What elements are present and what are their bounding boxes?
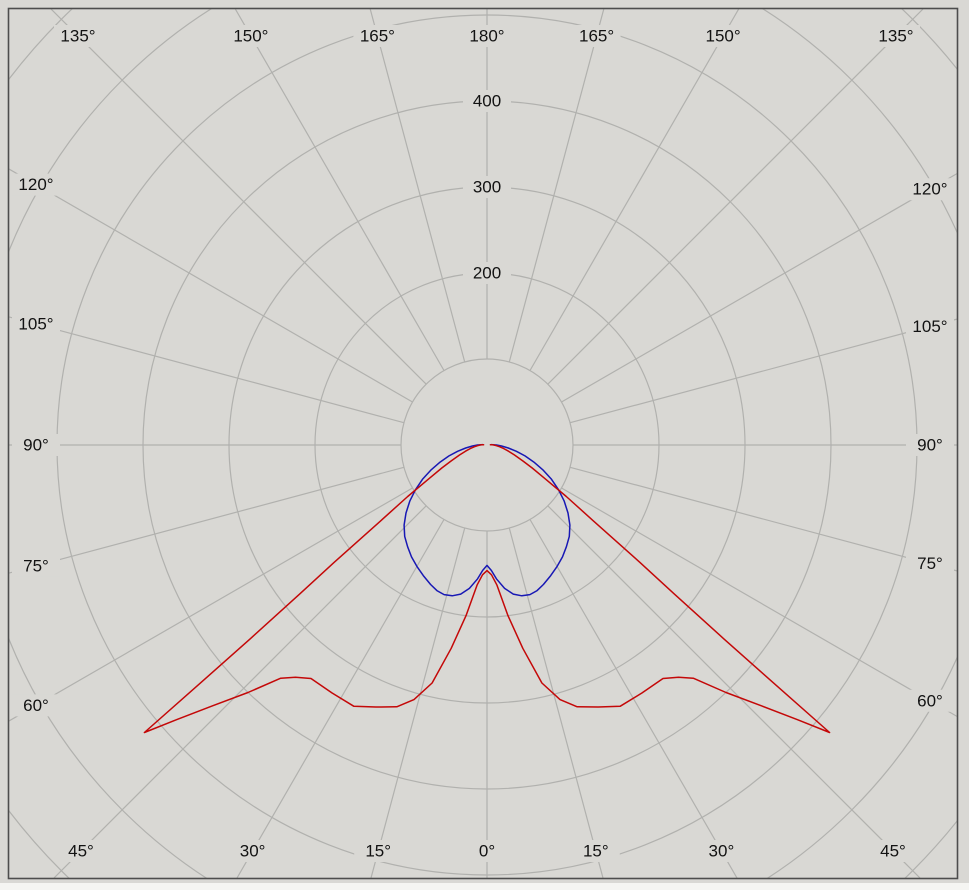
angle-label: 105° (18, 315, 53, 334)
angle-label: 0° (479, 842, 495, 861)
bottom-bevel (0, 883, 969, 890)
polar-grid-spoke (569, 318, 957, 424)
angle-label: 135° (60, 27, 95, 46)
angle-label-mask (12, 554, 60, 577)
angle-label: 75° (917, 554, 943, 573)
angle-label-mask (872, 25, 920, 47)
angle-label-mask (12, 173, 60, 196)
ring-label: 400 (473, 92, 501, 111)
polar-grid-spoke (547, 505, 921, 878)
angle-label: 45° (68, 842, 94, 861)
polar-grid-spoke (561, 173, 957, 403)
polar-grid-spoke (370, 527, 466, 878)
angle-label: 120° (912, 180, 947, 199)
angle-label-mask (463, 25, 511, 47)
angle-label-mask (12, 313, 60, 336)
angle-label-mask (906, 178, 954, 201)
polar-grid-spoke (547, 9, 924, 385)
angle-label-mask (699, 25, 748, 47)
polar-grid-spoke (9, 316, 405, 424)
angle-label: 150° (233, 27, 268, 46)
angle-label-mask (57, 840, 105, 862)
polar-grid-spoke (369, 9, 466, 363)
angle-label-mask (906, 552, 954, 575)
polar-grid-spoke (569, 466, 957, 572)
angle-label: 60° (917, 691, 943, 710)
polar-grid-spoke (561, 487, 957, 717)
angle-label: 90° (917, 436, 943, 455)
blue-curve (403, 443, 571, 597)
angle-label-mask (906, 434, 954, 456)
ring-label-mask (463, 90, 511, 112)
angle-label-mask (353, 25, 402, 47)
angle-label-mask (572, 25, 621, 47)
angle-label-mask (12, 694, 60, 717)
polar-grid-spoke (9, 168, 413, 403)
angle-label-mask (571, 840, 620, 862)
angle-label: 45° (880, 842, 906, 861)
angle-label: 15° (583, 842, 609, 861)
angle-label: 165° (579, 27, 614, 46)
red-curve (143, 443, 831, 734)
angle-label-mask (463, 840, 511, 862)
polar-grid-spoke (9, 466, 405, 574)
angle-label-mask (226, 25, 275, 47)
diagram-frame (7, 7, 959, 880)
angle-label: 15° (365, 842, 391, 861)
angle-label: 90° (23, 436, 49, 455)
angle-label-mask (697, 840, 746, 862)
angle-label-mask (12, 434, 60, 456)
angle-label: 105° (912, 317, 947, 336)
angle-label: 135° (878, 27, 913, 46)
angle-label-mask (906, 315, 954, 338)
polar-grid-spoke (53, 505, 427, 878)
polar-grid-spoke (234, 9, 445, 371)
angle-label: 165° (360, 27, 395, 46)
angle-label: 120° (18, 175, 53, 194)
angle-label-mask (869, 840, 917, 862)
ring-label-mask (463, 262, 511, 284)
angle-label-mask (354, 840, 403, 862)
angle-label: 180° (469, 27, 504, 46)
polar-grid-spoke (9, 487, 413, 722)
polar-grid-spoke (50, 9, 427, 385)
angle-label-mask (228, 840, 277, 862)
ring-label-mask (463, 176, 511, 198)
angle-label-mask (54, 25, 102, 47)
angle-label: 150° (706, 27, 741, 46)
angle-label: 60° (23, 696, 49, 715)
angle-label: 75° (23, 556, 49, 575)
angle-label-mask (906, 689, 954, 712)
ring-label: 200 (473, 264, 501, 283)
angle-label: 30° (709, 842, 735, 861)
polar-grid-spoke (529, 9, 740, 371)
polar-grid-spoke (508, 9, 605, 363)
angle-label: 30° (240, 842, 266, 861)
ring-label: 300 (473, 178, 501, 197)
polar-grid-spoke (508, 527, 604, 878)
